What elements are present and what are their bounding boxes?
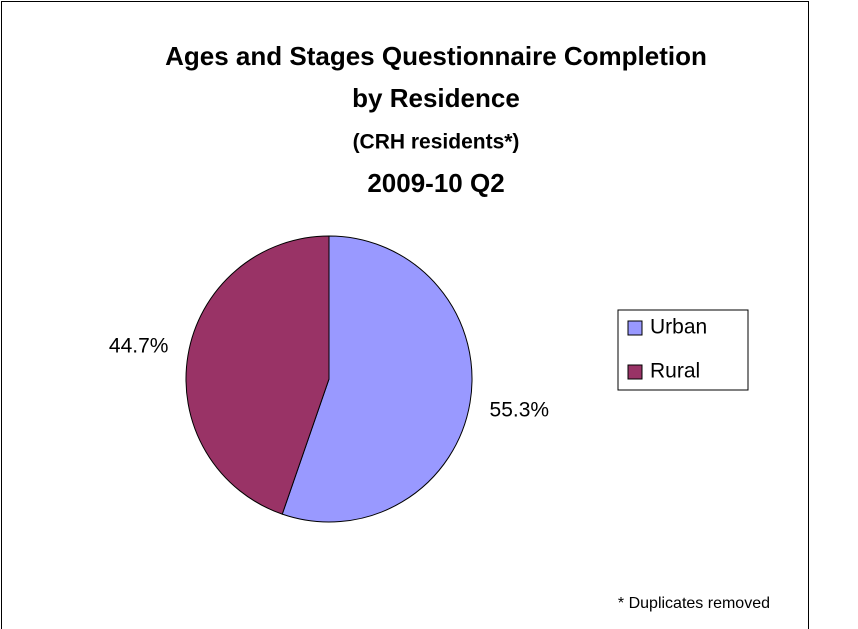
legend-swatch bbox=[627, 320, 643, 336]
chart-title: Ages and Stages Questionnaire Completion bbox=[165, 41, 707, 71]
legend-swatch bbox=[627, 364, 643, 380]
legend-label: Rural bbox=[650, 360, 700, 383]
chart-subtitle: (CRH residents*) bbox=[353, 131, 520, 154]
chart-frame bbox=[1, 1, 809, 629]
data-label: 55.3% bbox=[490, 399, 550, 422]
data-label: 44.7% bbox=[109, 335, 169, 358]
chart-title: by Residence bbox=[352, 83, 520, 113]
pie-slice bbox=[281, 235, 473, 523]
pie-slice bbox=[185, 235, 330, 515]
annotation: * Duplicates removed bbox=[618, 595, 770, 612]
chart-subtitle: 2009-10 Q2 bbox=[367, 168, 504, 198]
legend-label: Urban bbox=[650, 316, 707, 339]
